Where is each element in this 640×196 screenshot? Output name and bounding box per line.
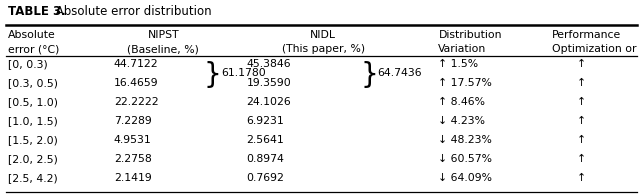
Text: (Baseline, %): (Baseline, %)	[127, 44, 199, 54]
Text: ↑ 17.57%: ↑ 17.57%	[438, 78, 492, 88]
Text: [2.0, 2.5): [2.0, 2.5)	[8, 154, 58, 164]
Text: 6.9231: 6.9231	[246, 116, 284, 126]
Text: Absolute: Absolute	[8, 30, 56, 40]
Text: 2.1419: 2.1419	[114, 173, 152, 183]
Text: error (°C): error (°C)	[8, 44, 59, 54]
Text: [2.5, 4.2): [2.5, 4.2)	[8, 173, 58, 183]
Text: 24.1026: 24.1026	[246, 97, 291, 107]
Text: ↓ 64.09%: ↓ 64.09%	[438, 173, 492, 183]
Text: 0.7692: 0.7692	[246, 173, 284, 183]
Text: ↑: ↑	[577, 78, 586, 88]
Text: Absolute error distribution: Absolute error distribution	[52, 5, 212, 18]
Text: [1.5, 2.0): [1.5, 2.0)	[8, 135, 58, 145]
Text: 61.1780: 61.1780	[221, 68, 266, 78]
Text: 7.2289: 7.2289	[114, 116, 152, 126]
Text: NIPST: NIPST	[147, 30, 179, 40]
Text: }: }	[204, 61, 221, 89]
Text: Optimization or not: Optimization or not	[552, 44, 640, 54]
Text: }: }	[360, 61, 378, 89]
Text: ↑ 8.46%: ↑ 8.46%	[438, 97, 485, 107]
Text: Variation: Variation	[438, 44, 486, 54]
Text: ↑: ↑	[577, 97, 586, 107]
Text: [1.0, 1.5): [1.0, 1.5)	[8, 116, 58, 126]
Text: TABLE 3.: TABLE 3.	[8, 5, 65, 18]
Text: 19.3590: 19.3590	[246, 78, 291, 88]
Text: ↓ 48.23%: ↓ 48.23%	[438, 135, 492, 145]
Text: ↑: ↑	[577, 59, 586, 69]
Text: [0.3, 0.5): [0.3, 0.5)	[8, 78, 58, 88]
Text: ↑: ↑	[577, 154, 586, 164]
Text: NIDL: NIDL	[310, 30, 336, 40]
Text: Performance: Performance	[552, 30, 621, 40]
Text: ↓ 60.57%: ↓ 60.57%	[438, 154, 492, 164]
Text: ↑: ↑	[577, 173, 586, 183]
Text: ↑ 1.5%: ↑ 1.5%	[438, 59, 479, 69]
Text: ↓ 4.23%: ↓ 4.23%	[438, 116, 485, 126]
Text: 44.7122: 44.7122	[114, 59, 159, 69]
Text: 22.2222: 22.2222	[114, 97, 159, 107]
Text: ↑: ↑	[577, 116, 586, 126]
Text: 16.4659: 16.4659	[114, 78, 159, 88]
Text: [0.5, 1.0): [0.5, 1.0)	[8, 97, 58, 107]
Text: ↑: ↑	[577, 135, 586, 145]
Text: 0.8974: 0.8974	[246, 154, 284, 164]
Text: 45.3846: 45.3846	[246, 59, 291, 69]
Text: 2.2758: 2.2758	[114, 154, 152, 164]
Text: 64.7436: 64.7436	[378, 68, 422, 78]
Text: (This paper, %): (This paper, %)	[282, 44, 365, 54]
Text: Distribution: Distribution	[438, 30, 502, 40]
Text: 4.9531: 4.9531	[114, 135, 152, 145]
Text: [0, 0.3): [0, 0.3)	[8, 59, 47, 69]
Text: 2.5641: 2.5641	[246, 135, 284, 145]
